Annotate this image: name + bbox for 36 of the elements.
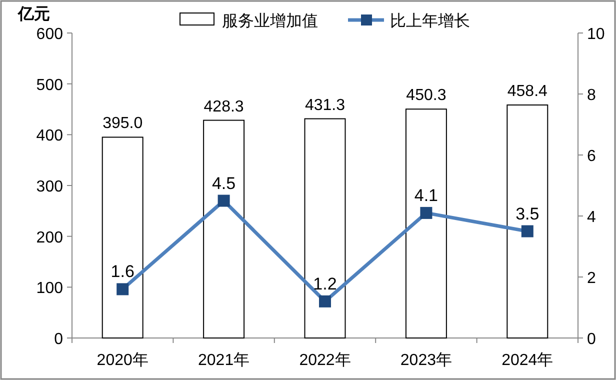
y2-tick-label: 2	[587, 270, 596, 287]
y-tick-label: 400	[36, 128, 64, 145]
x-tick-label: 2023年	[400, 352, 452, 369]
bar	[102, 136, 144, 338]
data-label: 458.4	[507, 82, 548, 100]
y-axis-title: 亿元	[17, 5, 50, 23]
data-label: 4.1	[414, 186, 438, 205]
y-tick-label: 500	[36, 76, 64, 94]
y-tick-label: 200	[36, 229, 64, 246]
y-tick-label: 300	[36, 178, 64, 196]
x-tick-label: 2021年	[198, 352, 250, 369]
y2-tick-label: 4	[587, 209, 596, 226]
data-label: 1.2	[313, 274, 337, 294]
bar	[304, 118, 346, 338]
bar	[405, 108, 447, 338]
legend-label: 比上年增长	[390, 12, 470, 30]
y-tick-label: 0	[54, 331, 64, 348]
data-label: 450.3	[406, 87, 446, 104]
x-tick-label: 2020年	[96, 352, 148, 369]
y2-tick-label: 10	[587, 26, 605, 43]
data-label: 1.6	[110, 262, 134, 282]
y2-tick-label: 6	[587, 148, 596, 165]
data-label: 428.3	[204, 98, 244, 116]
bar	[203, 120, 245, 338]
x-tick-label: 2024年	[502, 352, 554, 369]
data-label: 4.5	[212, 174, 236, 193]
y-tick-label: 600	[36, 26, 64, 43]
y2-tick-label: 0	[587, 331, 596, 348]
y-tick-label: 100	[36, 280, 64, 298]
y2-tick-label: 8	[587, 87, 596, 104]
legend-label: 服务业增加值	[222, 12, 318, 30]
x-tick-label: 2022年	[299, 352, 351, 369]
data-label: 3.5	[516, 204, 540, 224]
bar	[506, 104, 548, 338]
data-label: 431.3	[304, 96, 346, 114]
data-label: 395.0	[102, 115, 143, 132]
